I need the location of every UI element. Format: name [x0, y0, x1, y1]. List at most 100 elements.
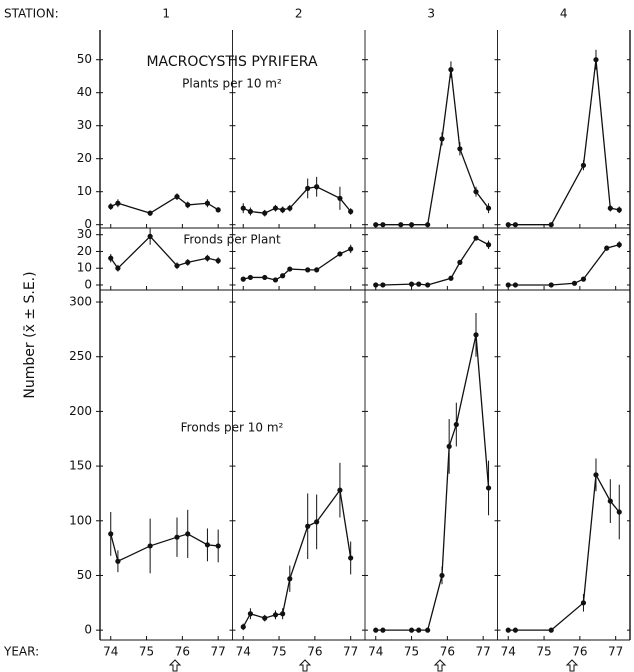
data-point: [593, 57, 599, 63]
data-point: [314, 519, 320, 525]
y-tick-label: 20: [77, 244, 92, 258]
data-point: [593, 472, 599, 478]
series-line: [242, 488, 352, 628]
y-tick-label: 10: [77, 184, 92, 198]
data-point: [305, 267, 311, 273]
data-point: [247, 208, 254, 215]
data-point: [108, 531, 114, 537]
data-point: [416, 627, 422, 633]
data-point: [439, 572, 445, 579]
data-point: [280, 273, 286, 279]
data-point: [616, 509, 622, 515]
data-point: [348, 246, 354, 252]
data-point: [240, 276, 246, 282]
y-tick-label: 30: [77, 118, 92, 132]
arrow-icon: [168, 659, 182, 672]
data-point: [240, 624, 246, 630]
data-point: [616, 207, 622, 213]
data-point: [185, 202, 191, 208]
data-point: [147, 543, 153, 549]
data-point: [457, 259, 463, 265]
x-tick-label: 74: [236, 645, 251, 659]
data-point: [580, 600, 587, 606]
station-name: 2: [295, 7, 303, 21]
arrow-icon: [565, 659, 579, 672]
data-point: [115, 200, 121, 206]
data-point: [548, 222, 554, 228]
data-point: [314, 267, 320, 273]
data-point: [380, 627, 386, 633]
data-point: [485, 205, 492, 211]
series-line: [242, 186, 352, 214]
data-point: [280, 207, 286, 213]
data-point: [115, 558, 121, 564]
x-tick-label: 75: [404, 645, 419, 659]
data-point: [108, 255, 114, 261]
data-point: [185, 259, 191, 265]
data-point: [287, 205, 293, 211]
data-point: [473, 332, 479, 338]
x-tick-label: 77: [608, 645, 623, 659]
y-tick-label: 0: [84, 623, 92, 637]
data-point: [398, 222, 404, 228]
x-tick-label: 75: [271, 645, 286, 659]
x-tick-label: 76: [572, 645, 587, 659]
data-point: [457, 146, 463, 152]
y-tick-label: 250: [69, 349, 92, 363]
data-point: [204, 255, 211, 261]
y-tick-label: 10: [77, 261, 92, 275]
data-point: [425, 627, 431, 633]
data-point: [408, 222, 415, 228]
data-point: [215, 258, 221, 264]
y-tick-label: 50: [77, 568, 92, 582]
data-point: [262, 274, 268, 281]
x-tick-label: 74: [368, 645, 383, 659]
y-tick-label: 100: [69, 513, 92, 527]
data-point: [408, 281, 415, 287]
data-point: [272, 277, 279, 283]
station-name: 3: [427, 7, 435, 21]
data-point: [174, 263, 180, 269]
series-line: [508, 472, 620, 631]
x-tick-label: 76: [175, 645, 190, 659]
data-point: [373, 627, 379, 633]
x-tick-label: 77: [343, 645, 358, 659]
data-point: [115, 265, 121, 271]
data-point: [380, 222, 386, 228]
data-point: [174, 194, 180, 200]
data-point: [147, 210, 153, 216]
y-tick-label: 0: [84, 217, 92, 231]
data-point: [215, 543, 221, 549]
data-point: [337, 487, 343, 493]
data-point: [505, 222, 511, 228]
data-point: [512, 222, 519, 228]
data-point: [548, 282, 554, 288]
y-tick-label: 300: [69, 295, 92, 309]
y-axis-label: Number (x̄ ± S.E.): [22, 271, 38, 398]
series-line: [508, 59, 620, 226]
data-point: [604, 245, 610, 251]
x-tick-label: 74: [103, 645, 118, 659]
data-point: [247, 274, 254, 281]
series-line: [243, 248, 351, 281]
data-point: [607, 498, 613, 504]
series-line: [375, 334, 490, 631]
data-point: [305, 185, 311, 191]
data-point: [607, 205, 613, 211]
data-point: [373, 282, 379, 288]
data-point: [512, 627, 519, 633]
y-tick-label: 150: [69, 459, 92, 473]
series-line: [375, 237, 489, 286]
y-tick-label: 0: [84, 277, 92, 291]
arrow-icon: [433, 659, 447, 672]
data-point: [215, 207, 221, 213]
series-line: [508, 244, 620, 286]
data-point: [108, 203, 114, 210]
data-point: [408, 627, 415, 633]
data-point: [287, 576, 293, 582]
data-point: [337, 195, 343, 201]
data-point: [580, 276, 587, 282]
data-point: [571, 280, 578, 286]
data-point: [373, 222, 379, 228]
data-point: [272, 205, 279, 211]
